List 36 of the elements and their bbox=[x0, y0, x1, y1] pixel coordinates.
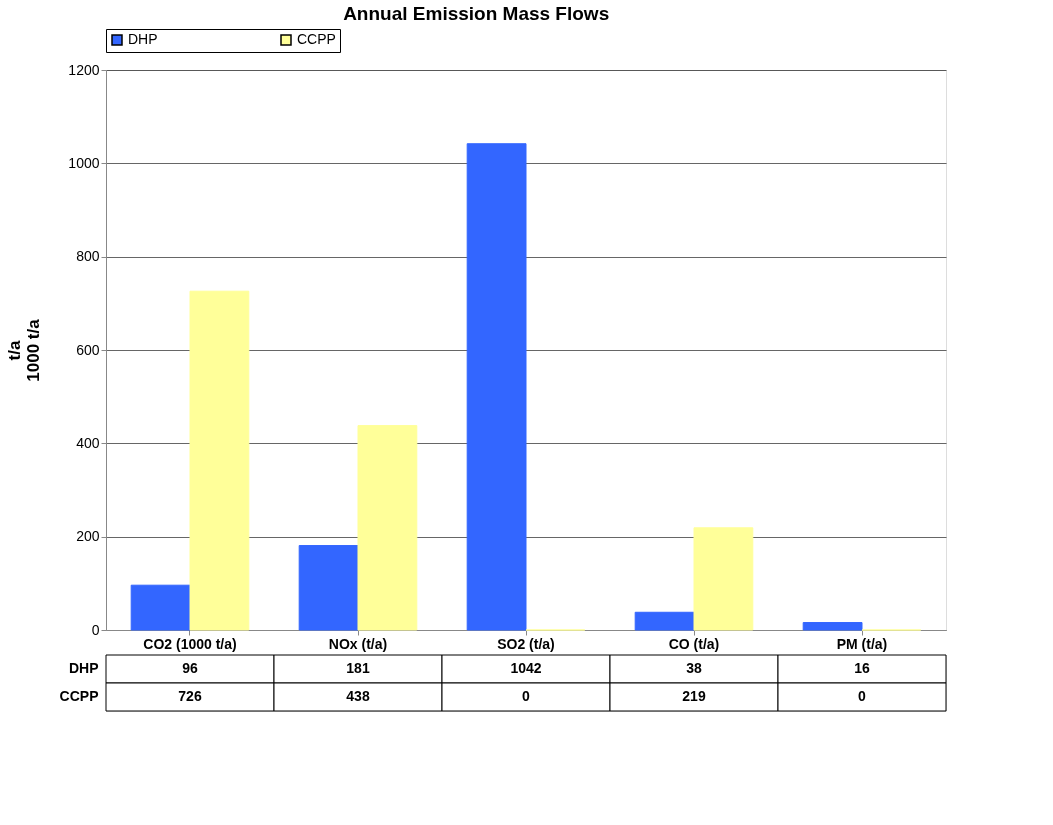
y-tick-label: 0 bbox=[91, 621, 100, 638]
data-label: 16 bbox=[854, 660, 870, 676]
legend-label: DHP bbox=[128, 31, 158, 47]
y-tick-label: 200 bbox=[76, 528, 100, 545]
data-label: 181 bbox=[346, 660, 370, 676]
data-label: 438 bbox=[346, 688, 370, 704]
x-tick-label: NOx (t/a) bbox=[328, 635, 388, 652]
bar bbox=[466, 143, 527, 631]
bar bbox=[189, 290, 250, 631]
y-tick-label: 800 bbox=[76, 248, 100, 265]
bar bbox=[634, 611, 695, 631]
y-tick-label: 1200 bbox=[68, 61, 100, 78]
data-label: 96 bbox=[182, 660, 198, 676]
bar bbox=[802, 622, 863, 631]
y-tick-label: 400 bbox=[76, 434, 100, 451]
y-tick-label: 600 bbox=[76, 341, 100, 358]
x-tick-label: CO2 (1000 t/a) bbox=[143, 635, 237, 652]
x-tick-label: CO (t/a) bbox=[668, 635, 720, 652]
bar bbox=[693, 527, 754, 631]
data-label: 219 bbox=[682, 688, 706, 704]
data-label: 0 bbox=[522, 688, 531, 704]
text: CCPP bbox=[59, 688, 99, 704]
data-label: 1042 bbox=[510, 660, 542, 676]
bar bbox=[357, 425, 418, 631]
x-tick-label: PM (t/a) bbox=[836, 635, 888, 652]
data-label: 0 bbox=[858, 688, 867, 704]
y-tick-label: 1000 bbox=[68, 154, 100, 171]
chart-title: Annual Emission Mass Flows bbox=[343, 3, 610, 24]
data-label: 38 bbox=[686, 660, 702, 676]
legend-label: CCPP bbox=[297, 31, 336, 47]
y-axis-title: t/a 1000 t/a bbox=[5, 318, 44, 382]
bar bbox=[130, 584, 191, 631]
text: DHP bbox=[68, 660, 99, 676]
x-tick-label: SO2 (t/a) bbox=[497, 635, 555, 652]
bar bbox=[298, 545, 359, 631]
data-label: 726 bbox=[178, 688, 202, 704]
